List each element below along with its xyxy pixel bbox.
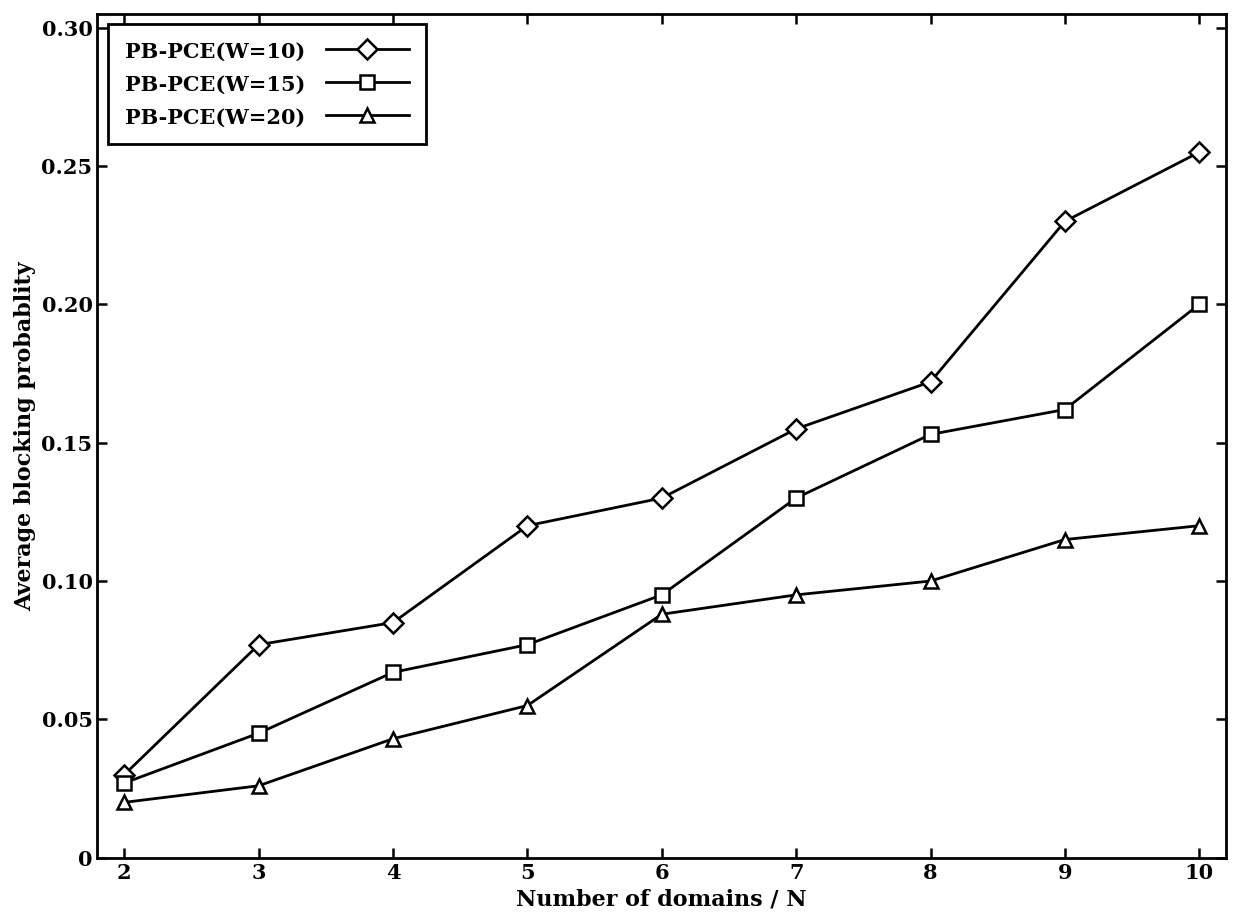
PB-PCE(W=20) <box>252 780 267 791</box>
PB-PCE(W=15) <box>789 492 804 504</box>
PB-PCE(W=20) <box>386 733 401 744</box>
PB-PCE(W=15) <box>1192 298 1207 310</box>
PB-PCE(W=15) <box>655 590 670 601</box>
PB-PCE(W=10) <box>386 617 401 628</box>
PB-PCE(W=10) <box>520 520 534 531</box>
PB-PCE(W=20) <box>789 590 804 601</box>
PB-PCE(W=10) <box>923 376 937 387</box>
Y-axis label: Average blocking probablity: Average blocking probablity <box>14 261 36 611</box>
Line: PB-PCE(W=15): PB-PCE(W=15) <box>118 298 1207 790</box>
PB-PCE(W=15) <box>386 667 401 678</box>
Legend: PB-PCE(W=10), PB-PCE(W=15), PB-PCE(W=20): PB-PCE(W=10), PB-PCE(W=15), PB-PCE(W=20) <box>108 24 425 144</box>
PB-PCE(W=10) <box>789 423 804 434</box>
Line: PB-PCE(W=10): PB-PCE(W=10) <box>118 145 1207 782</box>
Line: PB-PCE(W=20): PB-PCE(W=20) <box>118 518 1207 809</box>
PB-PCE(W=10) <box>1192 147 1207 158</box>
X-axis label: Number of domains / N: Number of domains / N <box>516 888 807 910</box>
PB-PCE(W=10) <box>1058 216 1073 227</box>
PB-PCE(W=15) <box>252 728 267 739</box>
PB-PCE(W=20) <box>1058 534 1073 545</box>
PB-PCE(W=15) <box>520 639 534 650</box>
PB-PCE(W=20) <box>655 609 670 620</box>
PB-PCE(W=10) <box>252 639 267 650</box>
PB-PCE(W=10) <box>117 769 131 780</box>
PB-PCE(W=20) <box>117 796 131 808</box>
PB-PCE(W=15) <box>117 777 131 788</box>
PB-PCE(W=15) <box>923 429 937 440</box>
PB-PCE(W=10) <box>655 492 670 504</box>
PB-PCE(W=20) <box>1192 520 1207 531</box>
PB-PCE(W=20) <box>923 576 937 587</box>
PB-PCE(W=20) <box>520 700 534 711</box>
PB-PCE(W=15) <box>1058 404 1073 415</box>
